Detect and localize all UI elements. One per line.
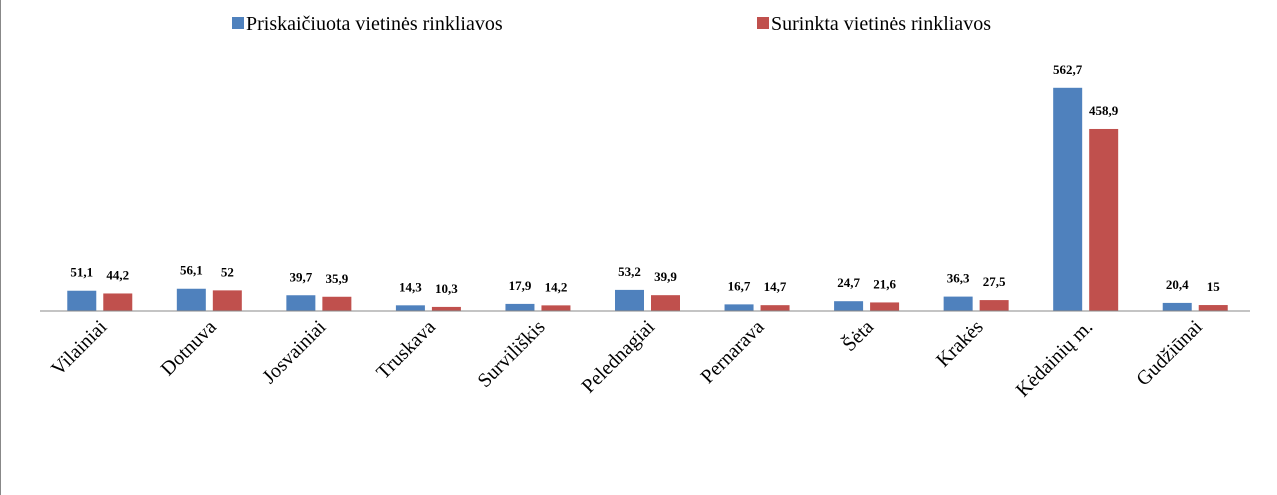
x-tick-label: Gudžiūnai <box>1132 316 1207 391</box>
bar <box>943 296 973 311</box>
data-label: 562,7 <box>1053 62 1083 77</box>
bar <box>322 296 352 311</box>
data-label: 16,7 <box>728 278 751 293</box>
x-tick-label: Truskava <box>372 316 440 384</box>
data-label: 17,9 <box>509 278 532 293</box>
bar <box>505 303 535 311</box>
data-label: 35,9 <box>325 271 348 286</box>
legend-label: Priskaičiuota vietinės rinkliavos <box>246 13 503 35</box>
legend-label: Surinkta vietinės rinkliavos <box>771 13 991 35</box>
x-tick-label: Kėdainių m. <box>1012 316 1097 401</box>
data-label: 20,4 <box>1166 277 1189 292</box>
data-label: 53,2 <box>618 264 641 279</box>
data-label: 14,2 <box>545 279 568 294</box>
bar <box>870 302 900 311</box>
x-tick-label: Dotnuva <box>157 316 221 380</box>
bar <box>615 289 644 311</box>
legend-swatch <box>757 17 769 29</box>
data-label: 27,5 <box>983 274 1006 289</box>
data-label: 39,9 <box>654 269 677 284</box>
bar <box>212 290 242 311</box>
bar <box>1162 302 1192 311</box>
data-label: 10,3 <box>435 281 458 296</box>
bar <box>1053 87 1083 311</box>
data-label: 14,7 <box>764 279 787 294</box>
bar <box>103 293 133 311</box>
bar <box>724 304 754 311</box>
x-tick-label: Surviliškis <box>473 316 549 392</box>
bar <box>760 305 790 311</box>
data-label: 52 <box>221 264 234 279</box>
data-label: 24,7 <box>837 275 860 290</box>
bar <box>1198 305 1228 311</box>
bar <box>1089 128 1119 311</box>
data-label: 39,7 <box>289 269 312 284</box>
x-tick-label: Šėta <box>837 314 878 355</box>
x-tick-label: Krakės <box>932 316 988 372</box>
legend-swatch <box>232 17 244 29</box>
bar <box>395 305 425 311</box>
bar <box>286 295 316 311</box>
data-label: 15 <box>1207 279 1221 294</box>
bar <box>67 290 97 311</box>
data-label: 14,3 <box>399 279 422 294</box>
bar <box>176 288 206 311</box>
bar <box>431 306 461 311</box>
bar <box>541 305 571 311</box>
data-label: 44,2 <box>106 267 129 282</box>
data-label: 36,3 <box>947 271 970 286</box>
x-tick-label: Vilainiai <box>47 316 112 381</box>
x-tick-label: Josvainiai <box>258 316 330 388</box>
bar <box>651 295 680 311</box>
bar <box>834 301 864 311</box>
data-label: 21,6 <box>873 276 896 291</box>
data-label: 51,1 <box>70 265 93 280</box>
x-tick-label: Pernarava <box>696 316 768 388</box>
data-label: 56,1 <box>180 263 203 278</box>
x-tick-label: Pelednagiai <box>577 316 659 398</box>
bar <box>979 300 1009 311</box>
data-label: 458,9 <box>1089 103 1119 118</box>
